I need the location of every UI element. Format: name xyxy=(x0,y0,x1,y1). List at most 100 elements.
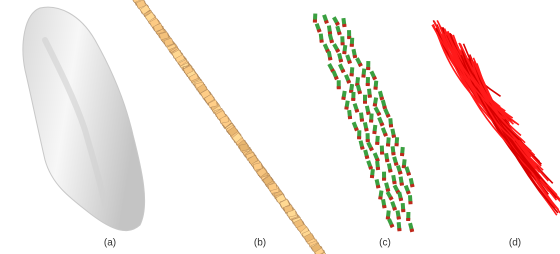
glyph xyxy=(366,142,374,152)
glyph-red xyxy=(350,44,354,47)
glyph-red xyxy=(408,201,412,204)
glyph xyxy=(357,130,361,139)
glyph-red xyxy=(397,228,401,231)
glyph xyxy=(366,77,370,86)
glyph xyxy=(340,36,344,45)
glyph xyxy=(363,95,367,104)
glyph xyxy=(381,100,387,110)
glyph xyxy=(373,81,378,90)
glyph xyxy=(378,91,384,101)
glyph xyxy=(401,203,406,212)
glyph-red xyxy=(406,218,410,221)
glyph xyxy=(337,53,343,63)
glyph xyxy=(383,108,390,118)
glyph-red xyxy=(368,95,372,98)
glyph xyxy=(397,192,403,202)
glyph-red xyxy=(386,143,390,146)
glyph xyxy=(375,161,380,170)
glyph xyxy=(355,57,363,67)
glyph xyxy=(377,117,384,127)
glyph xyxy=(328,34,334,44)
glyph-red xyxy=(351,98,355,101)
glyph xyxy=(408,195,413,204)
glyph xyxy=(367,89,372,98)
glyph xyxy=(408,223,414,233)
glyph xyxy=(352,49,358,59)
glyph-red xyxy=(400,153,404,156)
glyph-red xyxy=(366,67,370,70)
glyph-red xyxy=(363,101,367,104)
glyph xyxy=(404,166,411,176)
glyph xyxy=(356,85,362,95)
glyph xyxy=(327,25,332,34)
glyph-red xyxy=(366,83,370,86)
glyph xyxy=(375,179,381,189)
glyph xyxy=(361,68,366,77)
glyph xyxy=(370,71,377,81)
glyph-red xyxy=(350,73,354,76)
glyph xyxy=(373,152,380,162)
glyph-red xyxy=(376,167,380,170)
glyph xyxy=(363,149,369,159)
glyph xyxy=(366,61,370,70)
glyph xyxy=(409,178,415,188)
glyph xyxy=(322,14,329,24)
glyph xyxy=(390,201,397,211)
glyph xyxy=(396,165,403,175)
glyph xyxy=(391,175,396,185)
glyph-red xyxy=(342,24,346,27)
glyph xyxy=(386,137,391,146)
glyph xyxy=(342,45,347,54)
glyph xyxy=(380,146,384,155)
glyph xyxy=(387,218,394,228)
glyph-red xyxy=(344,106,348,110)
glyph xyxy=(386,210,391,219)
panel-label: (c) xyxy=(379,238,391,249)
glyph xyxy=(388,118,393,127)
figure: (a) (b) (c) (d) xyxy=(0,0,560,254)
glyph xyxy=(332,70,339,80)
glyph-red xyxy=(361,74,365,77)
panel-d xyxy=(432,20,560,215)
glyph xyxy=(404,185,411,195)
glyph-red xyxy=(401,209,405,212)
glyph xyxy=(319,33,324,42)
glyph xyxy=(332,16,340,26)
glyph-red xyxy=(395,143,399,146)
glyph xyxy=(349,84,354,93)
glyph-red xyxy=(378,196,382,200)
glyph xyxy=(375,136,380,145)
glyph xyxy=(386,191,394,201)
glyph xyxy=(347,110,352,119)
glyph xyxy=(374,106,382,116)
glyph-red xyxy=(382,178,386,181)
glyph xyxy=(335,26,341,36)
glyph xyxy=(350,38,354,47)
glyph xyxy=(341,91,346,101)
glyph-red xyxy=(366,139,370,142)
panel-b xyxy=(126,0,331,254)
glyph-red xyxy=(400,182,404,186)
glyph xyxy=(369,113,374,122)
glyph xyxy=(382,172,386,181)
glyph-red xyxy=(319,39,323,42)
glyph xyxy=(372,125,377,134)
glyph-red xyxy=(357,136,361,139)
glyph xyxy=(373,97,378,107)
glyph-red xyxy=(313,19,317,22)
glyph xyxy=(399,176,404,186)
glyph-red xyxy=(348,116,352,119)
panel-c xyxy=(313,13,415,232)
glyph-red xyxy=(373,86,377,89)
glyph xyxy=(353,103,360,113)
glyph xyxy=(381,127,388,137)
glyph-red xyxy=(397,216,401,220)
glyph xyxy=(315,23,322,33)
glyph-red xyxy=(375,142,379,145)
panel-label: (d) xyxy=(509,238,521,249)
glyph xyxy=(384,182,390,192)
glyph xyxy=(327,51,333,61)
glyph xyxy=(384,153,389,162)
glyph xyxy=(351,92,355,101)
glyph-red xyxy=(337,86,341,89)
